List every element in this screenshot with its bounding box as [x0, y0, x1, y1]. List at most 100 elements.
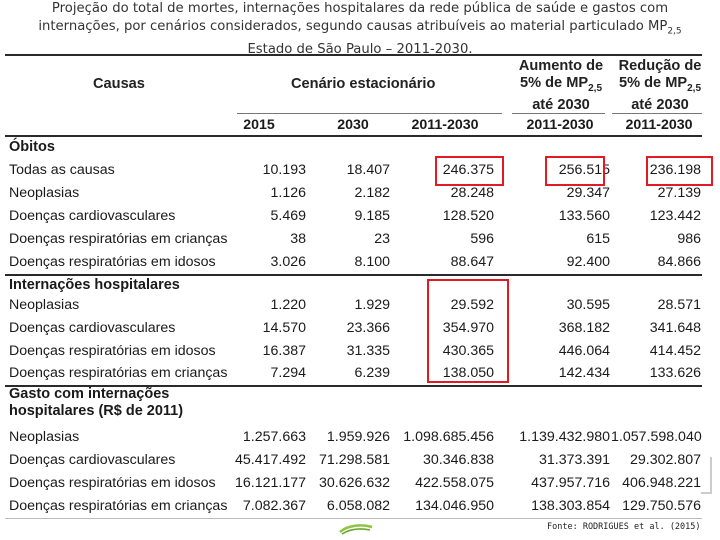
cell-reducao: 123.442	[649, 208, 701, 224]
cell-reducao: 986	[677, 231, 701, 247]
row-label: Doenças respiratórias em crianças	[9, 365, 228, 381]
cell-2015: 7.294	[270, 365, 306, 381]
highlight-box-obitos-estacionario	[435, 156, 504, 186]
cell-estacionario: 246.375	[442, 162, 494, 178]
cell-2030: 2.182	[354, 185, 390, 201]
cell-estacionario: 28.248	[450, 185, 494, 201]
table-row: Doenças respiratórias em crianças 7.082.…	[5, 495, 702, 518]
caption-line-2-subscript: 2,5	[667, 26, 682, 37]
header-aumento-line-1: Aumento de	[518, 58, 604, 74]
cell-aumento: 142.434	[558, 365, 610, 381]
section-internacoes-row: Internações hospitalares	[5, 274, 702, 297]
cell-2015: 16.387	[262, 343, 306, 359]
cell-2030: 6.239	[354, 365, 390, 381]
corner-decoration	[701, 457, 712, 494]
header-cenario: Cenário estacionário	[291, 76, 436, 92]
cell-aumento: 446.064	[558, 343, 610, 359]
section-gasto-line-1: Gasto com internações	[9, 386, 170, 402]
row-label: Doenças respiratórias em idosos	[9, 254, 216, 270]
cell-2015: 45.417.492	[234, 452, 306, 468]
cell-reducao: 406.948.221	[622, 475, 701, 491]
table-row: Neoplasias 1.257.663 1.959.926 1.098.685…	[5, 426, 702, 449]
cell-reducao: 236.198	[649, 162, 701, 178]
row-label: Doenças respiratórias em crianças	[9, 231, 228, 247]
leaf-logo-icon	[339, 524, 373, 535]
cell-estacionario: 29.592	[450, 297, 494, 313]
cell-aumento: 92.400	[566, 254, 610, 270]
header-aumento-subscript: 2,5	[588, 82, 603, 94]
row-label: Doenças cardiovasculares	[9, 208, 176, 224]
source-footnote: Fonte: RODRIGUES et al. (2015)	[547, 522, 701, 532]
cell-2030: 6.058.082	[326, 498, 390, 514]
row-label: Neoplasias	[9, 297, 80, 313]
section-obitos: Óbitos	[9, 139, 55, 155]
table-row: Doenças cardiovasculares 45.417.492 71.2…	[5, 449, 702, 472]
cell-2015: 5.469	[270, 208, 306, 224]
header-underline-aumento	[512, 113, 605, 114]
cell-2015: 14.570	[262, 320, 306, 336]
cell-2030: 23	[374, 231, 390, 247]
cell-2030: 1.929	[354, 297, 390, 313]
year-2030: 2030	[337, 117, 369, 133]
cell-aumento: 30.595	[566, 297, 610, 313]
cell-reducao: 29.302.807	[629, 452, 701, 468]
header-reducao-line-1: Redução de	[618, 58, 702, 74]
cell-estacionario: 422.558.075	[415, 475, 494, 491]
caption-line-3: Estado de São Paulo – 2011-2030.	[247, 41, 473, 57]
cell-2015: 16.121.177	[234, 475, 306, 491]
table-row: Doenças cardiovasculares 14.570 23.366 3…	[5, 317, 702, 340]
cell-estacionario: 134.046.950	[415, 498, 494, 514]
cell-estacionario: 354.970	[442, 320, 494, 336]
table-row: Neoplasias 1.126 2.182 28.248 29.347 27.…	[5, 182, 702, 205]
cell-aumento: 615	[586, 231, 610, 247]
cell-aumento: 31.373.391	[538, 452, 610, 468]
year-2011-2030-b: 2011-2030	[526, 117, 594, 133]
cell-estacionario: 596	[470, 231, 494, 247]
cell-2015: 3.026	[270, 254, 306, 270]
cell-reducao: 414.452	[649, 343, 701, 359]
cell-aumento: 1.139.432.980	[519, 429, 610, 445]
cell-aumento: 29.347	[566, 185, 610, 201]
cell-reducao: 341.648	[649, 320, 701, 336]
caption-line-2-text: internações, por cenários considerados, …	[38, 19, 668, 34]
cell-estacionario: 30.346.838	[422, 452, 494, 468]
cell-reducao: 84.866	[657, 254, 701, 270]
cell-2030: 31.335	[346, 343, 390, 359]
cell-estacionario: 88.647	[450, 254, 494, 270]
section-internacoes: Internações hospitalares	[9, 277, 180, 293]
header-reducao-line-2: 5% de MP2,5	[614, 75, 706, 97]
row-label: Doenças respiratórias em crianças	[9, 498, 228, 514]
cell-2015: 1.257.663	[242, 429, 306, 445]
rule-obitos	[5, 135, 702, 137]
header-aumento-mp: 5% de MP	[519, 75, 589, 91]
rule-internacoes	[5, 274, 702, 276]
cell-2030: 23.366	[346, 320, 390, 336]
cell-aumento: 437.957.716	[531, 475, 610, 491]
cell-aumento: 138.303.854	[531, 498, 610, 514]
header-reducao-subscript: 2,5	[687, 82, 702, 94]
section-obitos-row: Óbitos	[5, 136, 702, 159]
year-2011-2030-c: 2011-2030	[625, 117, 693, 133]
table-row: Todas as causas 10.193 18.407 246.375 25…	[5, 159, 702, 182]
table-row: Doenças respiratórias em idosos 16.121.1…	[5, 472, 702, 495]
caption-line-1: Projeção do total de mortes, internações…	[51, 1, 669, 16]
cell-2030: 18.407	[346, 162, 390, 178]
cell-2030: 1.959.926	[326, 429, 390, 445]
bottom-rule	[5, 518, 702, 519]
cell-2030: 9.185	[354, 208, 390, 224]
row-label: Doenças respiratórias em idosos	[9, 343, 216, 359]
row-label: Doenças respiratórias em idosos	[9, 475, 216, 491]
table-row: Doenças respiratórias em crianças 7.294 …	[5, 362, 702, 385]
cell-aumento: 256.515	[558, 162, 610, 178]
cell-reducao: 1.057.598.040	[611, 429, 702, 445]
caption: Projeção do total de mortes, internações…	[0, 0, 720, 59]
cell-reducao: 28.571	[657, 297, 701, 313]
row-label: Neoplasias	[9, 185, 80, 201]
year-2011-2030-a: 2011-2030	[411, 117, 479, 133]
cell-2015: 7.082.367	[242, 498, 306, 514]
header-reducao-line-3: até 2030	[631, 96, 689, 113]
row-label: Todas as causas	[9, 162, 115, 178]
cell-aumento: 368.182	[558, 320, 610, 336]
table-row: Doenças respiratórias em idosos 3.026 8.…	[5, 251, 702, 274]
row-label: Doenças cardiovasculares	[9, 452, 176, 468]
